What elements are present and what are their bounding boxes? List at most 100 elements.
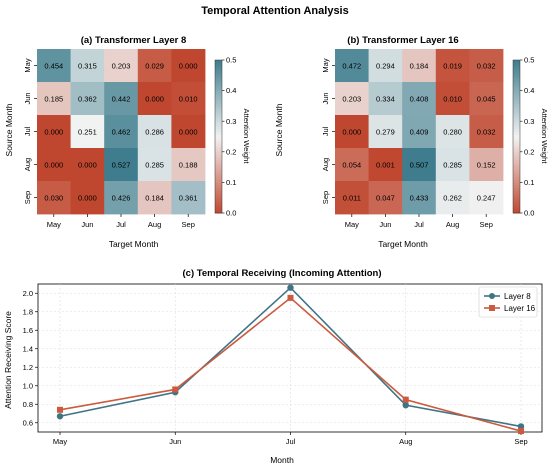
colorbar-segment	[513, 167, 520, 171]
heatmap-cell-value: 0.185	[44, 94, 63, 103]
heatmap-cell-value: 0.000	[179, 61, 198, 70]
heatmap-cell-value: 0.000	[78, 160, 97, 169]
heatmap-cell-value: 0.472	[342, 61, 361, 70]
colorbar-segment	[513, 105, 520, 109]
colorbar-segment	[215, 100, 222, 104]
line-chart-title: (c) Temporal Receiving (Incoming Attenti…	[183, 268, 382, 279]
heatmap-layer16-colorbar-label: Attention Weight	[540, 109, 549, 165]
colorbar-segment	[513, 80, 520, 84]
heatmap-cell-value: 0.047	[376, 193, 395, 202]
colorbar-segment	[513, 67, 520, 71]
colorbar-segment	[513, 62, 520, 66]
heatmap-cell-value: 0.408	[410, 94, 429, 103]
heatmap-cell	[335, 49, 369, 83]
colorbar-segment	[513, 174, 520, 178]
heatmap-cell	[171, 82, 206, 116]
heatmap-cell-value: 0.000	[342, 127, 361, 136]
colorbar-segment	[513, 195, 520, 199]
colorbar-segment	[513, 75, 520, 79]
x-tick-label: Aug	[446, 220, 459, 229]
colorbar-segment	[215, 118, 222, 122]
heatmap-cell-value: 0.030	[44, 193, 63, 202]
colorbar-segment	[215, 67, 222, 71]
colorbar-segment	[215, 98, 222, 102]
colorbar-segment	[215, 90, 222, 94]
heatmap-cell	[368, 115, 403, 149]
colorbar-tick-label: 0.1	[226, 178, 236, 187]
heatmap-cell-value: 0.315	[78, 61, 97, 70]
colorbar-segment	[513, 121, 520, 125]
heatmap-cell	[70, 49, 105, 83]
x-tick-label: May	[345, 220, 359, 229]
colorbar-segment	[215, 70, 222, 74]
heatmap-cell	[104, 82, 139, 116]
x-tick-label: May	[53, 437, 67, 446]
heatmap-cell-value: 0.286	[145, 127, 164, 136]
heatmap-cell	[70, 181, 105, 215]
colorbar-tick-label: 0.0	[226, 209, 236, 218]
heatmap-cell	[104, 49, 139, 83]
heatmap-cell	[368, 82, 403, 116]
heatmap-cell-value: 0.000	[145, 94, 164, 103]
y-tick-label: Aug	[321, 158, 330, 171]
colorbar-segment	[215, 65, 222, 69]
heatmap-cell-value: 0.188	[179, 160, 198, 169]
legend-marker	[489, 293, 495, 299]
heatmap-cell	[335, 181, 369, 215]
heatmap-cell	[469, 82, 504, 116]
colorbar-segment	[215, 80, 222, 84]
heatmap-cell-value: 0.032	[477, 61, 496, 70]
colorbar-tick-label: 0.2	[524, 147, 534, 156]
x-tick-label: Jun	[81, 220, 93, 229]
heatmap-cell	[335, 115, 369, 149]
colorbar-segment	[513, 136, 520, 140]
colorbar-segment	[513, 169, 520, 173]
colorbar-segment	[513, 159, 520, 163]
heatmap-layer8: (a) Transformer Layer 8 Target Month Sou…	[4, 35, 251, 249]
y-tick-label: 0.8	[23, 400, 33, 409]
colorbar-segment	[513, 93, 520, 97]
colorbar-segment	[513, 116, 520, 120]
line-chart-xlabel: Month	[270, 455, 294, 465]
colorbar-tick-label: 0.5	[226, 56, 236, 65]
heatmap-cell	[435, 82, 470, 116]
y-tick-label: Jun	[23, 92, 32, 104]
heatmap-cell	[469, 148, 504, 182]
line-chart: (c) Temporal Receiving (Incoming Attenti…	[3, 268, 543, 465]
heatmap-cell-value: 0.507	[410, 160, 429, 169]
colorbar-segment	[215, 210, 222, 214]
heatmap-cell	[137, 115, 172, 149]
legend-label: Layer 16	[504, 304, 536, 313]
colorbar-segment	[513, 123, 520, 127]
heatmap-cell	[368, 181, 403, 215]
y-tick-label: 1.6	[23, 326, 33, 335]
colorbar-segment	[513, 88, 520, 92]
heatmap-cell	[70, 115, 105, 149]
colorbar-segment	[215, 164, 222, 168]
figure-suptitle: Temporal Attention Analysis	[201, 5, 349, 17]
colorbar-frame	[512, 59, 521, 214]
heatmap-cell	[402, 115, 437, 149]
x-tick-label: Jul	[286, 437, 296, 446]
heatmap-cell	[402, 82, 437, 116]
colorbar-segment	[513, 141, 520, 145]
heatmap-cell-value: 0.409	[410, 127, 429, 136]
heatmap-cell	[137, 49, 172, 83]
colorbar-segment	[215, 154, 222, 158]
colorbar-segment	[513, 72, 520, 76]
x-tick-label: Jul	[116, 220, 126, 229]
colorbar-segment	[215, 133, 222, 137]
colorbar-segment	[513, 210, 520, 214]
colorbar-segment	[215, 88, 222, 92]
colorbar-segment	[513, 65, 520, 69]
heatmap-cell	[171, 181, 206, 215]
heatmap-cell-value: 0.000	[78, 193, 97, 202]
y-tick-label: May	[23, 58, 32, 72]
colorbar-segment	[513, 108, 520, 112]
heatmap-cell-value: 0.294	[376, 61, 395, 70]
colorbar-segment	[215, 77, 222, 81]
colorbar-segment	[215, 85, 222, 89]
heatmap-cell-value: 0.203	[112, 61, 131, 70]
plot-area	[37, 283, 543, 433]
